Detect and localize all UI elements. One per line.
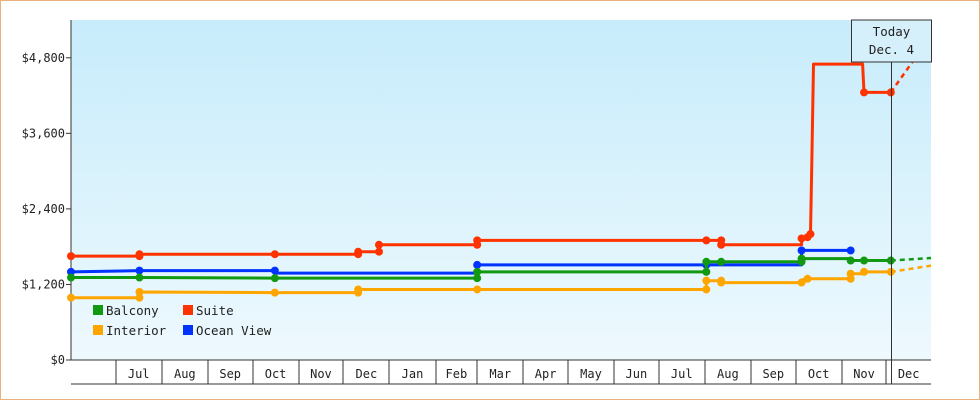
series-forecast-interior bbox=[890, 264, 932, 274]
data-point-interior bbox=[702, 285, 711, 294]
x-tick-label: Sep bbox=[219, 367, 241, 381]
today-box bbox=[851, 19, 932, 63]
data-point-balcony bbox=[473, 267, 482, 276]
series-forecast-balcony bbox=[890, 256, 932, 262]
data-point-suite bbox=[270, 250, 279, 259]
data-point-interior bbox=[846, 269, 855, 278]
data-point-ocean-view bbox=[67, 267, 75, 276]
x-tick-label: Nov bbox=[853, 367, 875, 381]
data-point-interior bbox=[135, 293, 144, 302]
data-point-balcony bbox=[860, 256, 869, 265]
data-point-ocean-view bbox=[797, 246, 806, 255]
legend-swatch-ocean-view bbox=[183, 325, 193, 335]
data-point-balcony bbox=[67, 273, 75, 282]
data-point-interior bbox=[797, 278, 806, 287]
x-tick-label: May bbox=[580, 367, 602, 381]
data-point-interior bbox=[354, 285, 363, 294]
data-point-balcony bbox=[797, 254, 806, 263]
legend-label-ocean-view: Ocean View bbox=[196, 323, 272, 338]
series-balcony bbox=[67, 254, 932, 283]
data-point-interior bbox=[135, 288, 144, 296]
data-point-balcony bbox=[886, 256, 895, 265]
data-point-suite bbox=[374, 247, 383, 256]
data-point-suite bbox=[717, 240, 726, 249]
legend-label-suite: Suite bbox=[196, 303, 234, 318]
data-point-suite bbox=[473, 236, 482, 245]
data-point-balcony bbox=[702, 257, 711, 266]
x-tick-label: Jun bbox=[626, 367, 648, 381]
data-point-suite bbox=[806, 230, 815, 239]
data-point-interior bbox=[702, 276, 711, 285]
data-point-ocean-view bbox=[473, 260, 482, 269]
data-point-ocean-view bbox=[270, 266, 279, 275]
data-point-interior bbox=[717, 278, 726, 287]
x-tick-label: Apr bbox=[535, 367, 557, 381]
data-point-interior bbox=[860, 267, 869, 276]
plot-area bbox=[71, 20, 931, 360]
x-tick-label: Oct bbox=[808, 367, 830, 381]
data-point-interior bbox=[886, 267, 895, 276]
data-point-suite bbox=[886, 88, 895, 97]
x-tick-label: Aug bbox=[174, 367, 196, 381]
legend-swatch-balcony bbox=[93, 305, 103, 315]
legend-label-balcony: Balcony bbox=[106, 303, 159, 318]
data-point-balcony bbox=[717, 257, 726, 266]
data-point-suite bbox=[860, 88, 869, 97]
x-tick-label: Nov bbox=[310, 367, 332, 381]
x-tick-label: Mar bbox=[489, 367, 511, 381]
data-point-interior bbox=[67, 293, 75, 302]
today-marker: Today Dec. 4 bbox=[851, 19, 932, 384]
series-interior bbox=[67, 264, 932, 302]
data-point-suite bbox=[67, 252, 75, 261]
data-point-suite bbox=[135, 250, 144, 259]
data-point-balcony bbox=[135, 273, 144, 282]
y-axis: $0 $1,200 $2,400 $3,600 $4,800 bbox=[22, 20, 72, 367]
data-point-suite bbox=[797, 234, 806, 243]
y-tick-label: $0 bbox=[51, 353, 65, 367]
data-point-ocean-view bbox=[135, 266, 144, 275]
data-point-balcony bbox=[270, 274, 279, 283]
y-tick-label: $1,200 bbox=[22, 277, 65, 291]
x-tick-label: Jul bbox=[128, 367, 150, 381]
legend-swatch-suite bbox=[183, 305, 193, 315]
data-point-ocean-view bbox=[846, 246, 855, 255]
data-point-interior bbox=[803, 274, 812, 283]
data-point-interior bbox=[270, 288, 279, 297]
x-tick-label: Oct bbox=[265, 367, 287, 381]
legend-label-interior: Interior bbox=[106, 323, 167, 338]
y-tick-label: $2,400 bbox=[22, 202, 65, 216]
x-axis: Jul Aug Sep Oct Nov Dec Jan Feb Mar Apr May Jun Jul A… bbox=[71, 359, 931, 385]
today-date-label: Dec. 4 bbox=[869, 42, 914, 57]
data-point-suite bbox=[702, 236, 711, 245]
data-point-balcony bbox=[473, 274, 482, 283]
x-tick-label: Dec bbox=[356, 367, 378, 381]
data-point-balcony bbox=[702, 267, 711, 276]
y-tick-label: $3,600 bbox=[22, 126, 65, 140]
today-label: Today bbox=[873, 24, 911, 39]
data-point-suite bbox=[354, 247, 363, 256]
legend-swatch-interior bbox=[93, 325, 103, 335]
x-tick-label: Dec bbox=[898, 367, 920, 381]
x-tick-label: Sep bbox=[762, 367, 784, 381]
data-point-interior bbox=[473, 285, 482, 294]
legend: Balcony Suite Interior Ocean View bbox=[93, 303, 272, 338]
series-layer bbox=[67, 34, 933, 302]
x-tick-label: Jan bbox=[402, 367, 424, 381]
data-point-balcony bbox=[846, 256, 855, 265]
x-tick-label: Aug bbox=[717, 367, 739, 381]
data-point-suite bbox=[374, 240, 383, 249]
series-line-suite bbox=[71, 62, 891, 258]
x-tick-label: Jul bbox=[671, 367, 693, 381]
y-tick-label: $4,800 bbox=[22, 51, 65, 65]
x-tick-label: Feb bbox=[446, 367, 468, 381]
